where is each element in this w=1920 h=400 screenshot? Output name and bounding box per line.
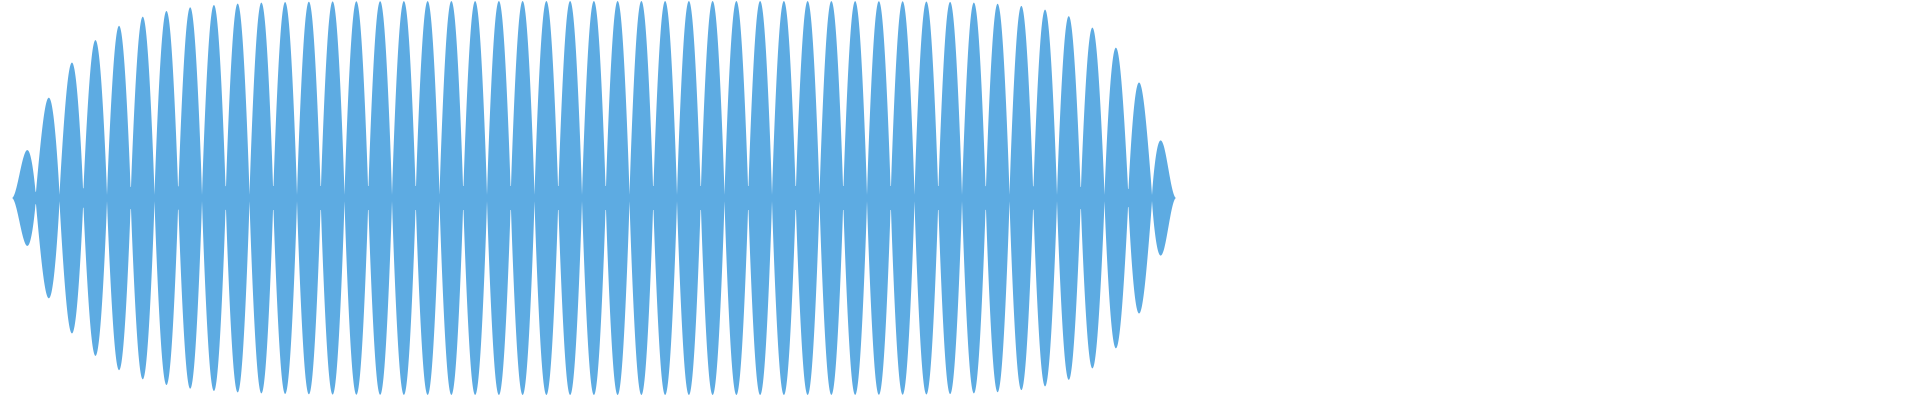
waveform [12,1,1176,395]
